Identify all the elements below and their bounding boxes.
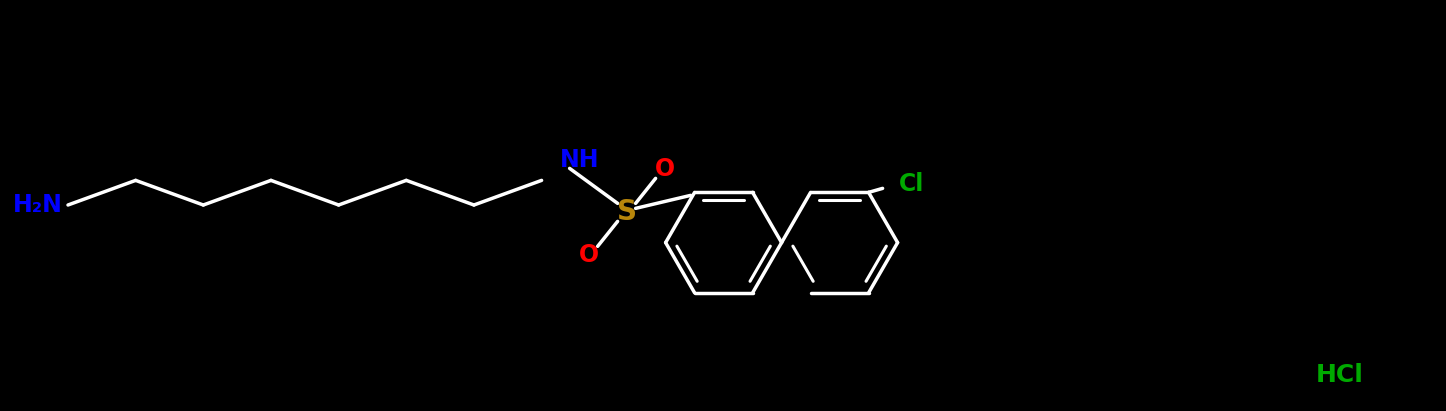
Text: S: S xyxy=(616,199,636,226)
Text: H₂N: H₂N xyxy=(13,193,64,217)
Text: O: O xyxy=(655,157,675,181)
Text: NH: NH xyxy=(560,148,599,172)
Text: Cl: Cl xyxy=(898,172,924,196)
Text: O: O xyxy=(578,243,599,268)
Text: HCl: HCl xyxy=(1316,363,1364,387)
